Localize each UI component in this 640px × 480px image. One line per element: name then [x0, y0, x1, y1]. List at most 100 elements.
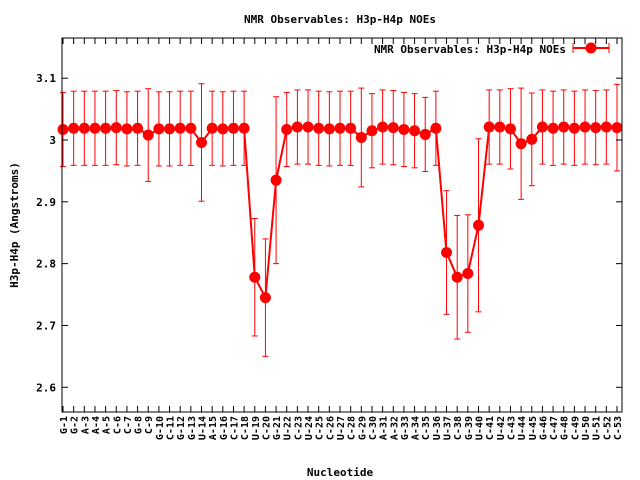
data-point	[227, 122, 239, 134]
x-tick-label: G-12	[176, 416, 187, 440]
x-tick-label: A-4	[91, 416, 102, 434]
x-tick-label: G-8	[134, 416, 145, 434]
x-tick-label: C-17	[229, 416, 240, 440]
y-axis: 2.6 2.7 2.8 2.9 3 3.1	[36, 72, 622, 394]
x-tick-label: G-10	[155, 416, 166, 440]
data-point	[611, 122, 623, 134]
x-tick-label: A-3	[80, 416, 91, 434]
data-point	[600, 121, 612, 133]
data-point	[419, 128, 431, 140]
data-point	[270, 174, 282, 186]
plot-frame	[61, 37, 623, 413]
x-tick-label: C-18	[240, 416, 251, 440]
x-tick-label: C-38	[453, 416, 464, 440]
data-point	[302, 121, 314, 133]
data-point	[398, 123, 410, 135]
data-point	[494, 121, 506, 133]
x-tick-label: C-47	[549, 416, 560, 440]
data-point	[110, 122, 122, 134]
data-point	[185, 122, 197, 134]
x-tick-label: C-25	[315, 416, 326, 440]
plot-area	[57, 83, 623, 357]
data-point	[473, 219, 484, 231]
x-tick-label: C-43	[506, 416, 517, 440]
legend-label: NMR Observables: H3p-H4p NOEs	[374, 43, 566, 56]
legend: NMR Observables: H3p-H4p NOEs	[374, 42, 610, 56]
data-point	[153, 123, 165, 135]
data-point	[132, 122, 144, 134]
x-tick-label: C-20	[261, 416, 272, 440]
x-tick-label: C-26	[325, 416, 336, 440]
x-tick-label: G-2	[70, 416, 81, 434]
y-tick-label: 3	[49, 134, 56, 147]
x-tick-label: U-40	[475, 416, 486, 440]
x-tick-label: C-35	[421, 416, 432, 440]
data-point	[217, 123, 229, 135]
y-axis-label: H3p-H4p (Angstroms)	[8, 162, 21, 288]
x-tick-label: C-52	[602, 416, 613, 440]
x-tick-label: G-39	[464, 416, 475, 440]
x-axis: G-1 G-2 A-3 A-4 A-5 C-6 C-7 G-8 C-9 G-10 C-11 G-12 G…	[59, 38, 624, 440]
x-tick-label: A-5	[102, 416, 113, 434]
x-tick-label: U-24	[304, 416, 315, 440]
x-tick-label: C-30	[368, 416, 379, 440]
y-tick-label: 2.9	[36, 196, 56, 209]
data-point	[259, 292, 271, 304]
data-point	[377, 121, 389, 133]
data-point	[313, 122, 325, 134]
data-point	[334, 122, 346, 134]
x-tick-label: U-44	[517, 416, 528, 440]
x-tick-label: C-11	[166, 416, 177, 440]
data-point	[590, 122, 602, 134]
x-tick-label: C-7	[123, 416, 134, 434]
x-tick-label: U-22	[283, 416, 294, 440]
data-point	[462, 268, 474, 280]
data-point	[451, 271, 463, 283]
x-tick-label: A-31	[379, 416, 390, 440]
data-point	[526, 133, 538, 145]
data-point	[100, 122, 112, 134]
y-tick-label: 2.8	[36, 258, 56, 271]
y-tick-label: 2.6	[36, 381, 56, 394]
x-tick-label: U-37	[443, 416, 454, 440]
data-point	[78, 122, 90, 134]
y-tick-label: 3.1	[36, 72, 56, 85]
data-point	[249, 271, 261, 283]
data-point	[89, 122, 101, 134]
data-point	[281, 123, 293, 135]
data-point	[355, 132, 367, 144]
x-tick-label: G-21	[272, 416, 283, 440]
x-tick-label: U-14	[198, 416, 209, 440]
data-point	[323, 123, 335, 135]
x-tick-label: A-34	[411, 416, 422, 440]
x-tick-label: G-13	[187, 416, 198, 440]
x-tick-label: U-36	[432, 416, 443, 440]
data-point	[345, 122, 357, 134]
data-point	[121, 123, 133, 135]
x-tick-label: U-51	[592, 416, 603, 440]
data-point	[430, 122, 442, 134]
data-point	[504, 123, 516, 135]
chart-title: NMR Observables: H3p-H4p NOEs	[244, 13, 436, 26]
x-tick-label: A-15	[208, 416, 219, 440]
data-point	[206, 122, 218, 134]
data-point	[238, 122, 250, 134]
x-tick-label: C-9	[144, 416, 155, 434]
data-point	[579, 121, 591, 133]
data-point	[441, 247, 453, 259]
data-point	[142, 129, 154, 141]
x-tick-label: C-53	[613, 416, 624, 440]
data-point	[366, 125, 378, 137]
x-tick-label: G-33	[400, 416, 411, 440]
x-tick-label: U-42	[496, 416, 507, 440]
x-tick-label: G-29	[357, 416, 368, 440]
legend-marker	[585, 42, 597, 54]
data-point	[164, 123, 176, 135]
x-tick-label: U-50	[581, 416, 592, 440]
x-tick-label: C-28	[347, 416, 358, 440]
data-point	[57, 123, 69, 135]
x-axis-label: Nucleotide	[307, 466, 374, 479]
x-tick-label: C-6	[112, 416, 123, 434]
x-tick-label: C-23	[293, 416, 304, 440]
